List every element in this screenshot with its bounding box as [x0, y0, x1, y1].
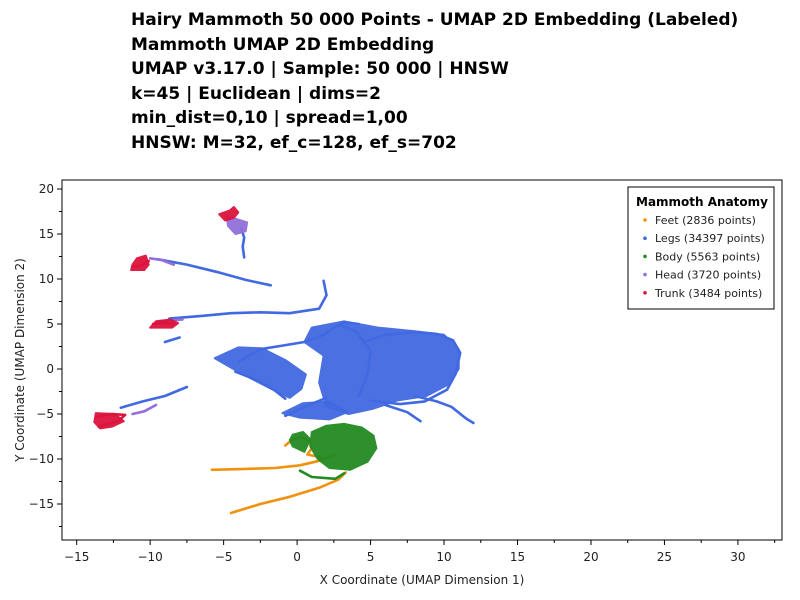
y-tick-label: 0 [46, 362, 54, 376]
x-tick-label: 15 [510, 550, 525, 564]
y-tick-label: −15 [29, 497, 54, 511]
legend-entry-label: Feet (2836 points) [655, 214, 756, 227]
legend-entry-label: Legs (34397 points) [655, 232, 765, 245]
legend-marker [643, 254, 647, 259]
series-stroke [237, 320, 361, 364]
series-1 [119, 227, 475, 425]
series-region [288, 431, 312, 453]
series-stroke [298, 469, 346, 481]
series-stroke [119, 385, 189, 410]
series-stroke [234, 370, 287, 401]
x-tick-label: 5 [367, 550, 375, 564]
series-stroke [283, 396, 328, 418]
series-region [213, 346, 307, 399]
legend-marker [643, 218, 647, 222]
legend: Mammoth Anatomy Feet (2836 points) Legs (… [627, 186, 775, 310]
y-axis-label: Y Coordinate (UMAP Dimension 2) [13, 258, 27, 463]
chart-title: Hairy Mammoth 50 000 Points - UMAP 2D Em… [131, 10, 739, 30]
chart-subtitle-mindist: min_dist=0,10 | spread=1,00 [131, 108, 408, 128]
chart-subtitle-hnsw: HNSW: M=32, ef_c=128, ef_s=702 [131, 132, 457, 153]
legend-box [627, 186, 775, 310]
legend-entry-label: Trunk (3484 points) [654, 287, 762, 300]
legend-title: Mammoth Anatomy [636, 195, 768, 209]
legend-marker [643, 236, 647, 240]
series-4 [93, 206, 240, 430]
x-tick-label: 0 [293, 550, 301, 564]
legend-items: Feet (2836 points) Legs (34397 points) Bod… [643, 214, 765, 300]
legend-marker [643, 291, 647, 295]
series-2 [288, 422, 378, 481]
series-stroke [96, 412, 127, 428]
legend-marker [643, 272, 647, 277]
series-stroke [229, 471, 347, 515]
y-tick-label: 15 [39, 227, 54, 241]
axes: −15 −10 −5 0 5 10 15 20 25 30 −15 −10 −5 0 5 10 15 20 [29, 179, 783, 564]
x-tick-label: 25 [657, 550, 672, 564]
series-region [303, 320, 460, 415]
series-region [225, 215, 249, 235]
y-tick-label: −10 [29, 452, 54, 466]
series-3 [131, 215, 249, 416]
series-stroke [361, 330, 462, 406]
y-tick-label: 5 [46, 317, 54, 331]
series-stroke [131, 259, 150, 268]
series-stroke [163, 336, 181, 344]
series-region [218, 206, 240, 222]
x-axis-label: X Coordinate (UMAP Dimension 1) [320, 573, 525, 587]
series-stroke [148, 256, 175, 266]
plot-frame [61, 179, 783, 541]
y-tick-label: 10 [39, 272, 54, 286]
legend-entry-label: Body (5563 points) [655, 250, 760, 263]
series-region [281, 400, 349, 421]
y-tick-label: −5 [36, 407, 54, 421]
x-tick-label: −10 [137, 550, 162, 564]
x-tick-label: 20 [583, 550, 598, 564]
series-stroke [131, 403, 158, 416]
series-region [309, 422, 378, 471]
series-stroke [339, 324, 372, 398]
series-stroke [168, 279, 328, 320]
chart-subtitle-name: Mammoth UMAP 2D Embedding [131, 34, 435, 55]
series-stroke [383, 403, 422, 423]
y-tick-label: 20 [39, 182, 54, 196]
series-stroke [151, 321, 175, 326]
chart-title-block: Hairy Mammoth 50 000 Points - UMAP 2D Em… [131, 8, 738, 155]
x-tick-label: −5 [215, 550, 233, 564]
chart-subtitle-params: k=45 | Euclidean | dims=2 [131, 83, 381, 104]
legend-entry-label: Head (3720 points) [655, 269, 761, 282]
chart-subtitle-version: UMAP v3.17.0 | Sample: 50 000 | HNSW [131, 59, 509, 79]
x-tick-label: 10 [436, 550, 451, 564]
series-stroke [413, 394, 475, 425]
x-tick-label: −15 [64, 550, 89, 564]
series-stroke [156, 257, 273, 287]
plot-area [93, 206, 475, 515]
x-tick-label: 30 [730, 550, 745, 564]
